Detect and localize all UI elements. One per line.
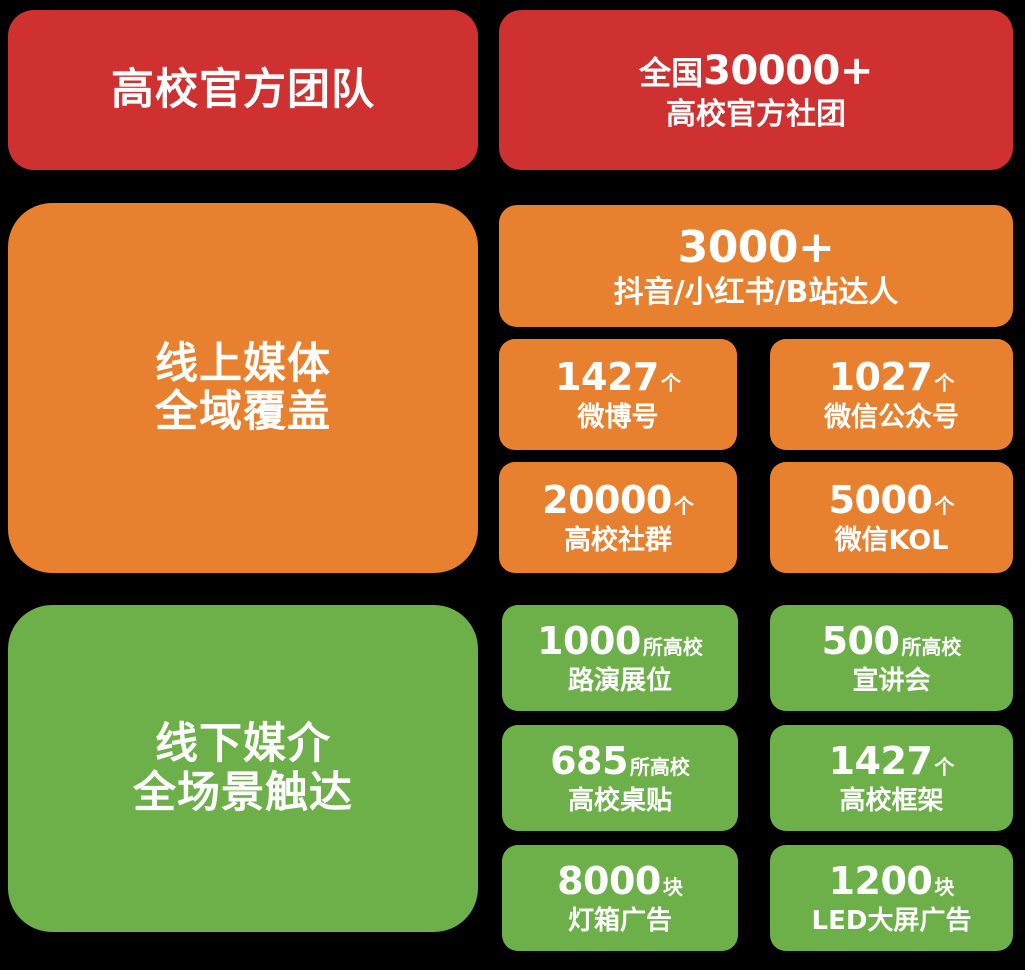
- led-value: 1200: [828, 859, 933, 904]
- card-offline-media-title[interactable]: 线下媒介 全场景触达: [8, 605, 478, 932]
- influencers-label: 抖音/小红书/B站达人: [613, 274, 899, 310]
- national-clubs-label: 高校官方社团: [666, 96, 846, 132]
- national-clubs-stat: 全国 30000+: [639, 47, 873, 94]
- card-roadshow-booths[interactable]: 1000 所高校 路演展位: [502, 605, 738, 711]
- card-national-clubs[interactable]: 全国 30000+ 高校官方社团: [499, 10, 1013, 170]
- card-weibo-accounts[interactable]: 1427 个 微博号: [499, 339, 737, 450]
- lightbox-unit: 块: [662, 875, 683, 900]
- frame-stat: 1427 个: [829, 740, 955, 783]
- frame-label: 高校框架: [839, 785, 944, 816]
- community-value: 20000: [542, 478, 672, 523]
- desk-unit: 所高校: [629, 755, 690, 780]
- card-desk-stickers[interactable]: 685 所高校 高校桌贴: [502, 725, 738, 831]
- card-influencers[interactable]: 3000+ 抖音/小红书/B站达人: [499, 205, 1013, 327]
- card-campus-communities[interactable]: 20000 个 高校社群: [499, 462, 737, 573]
- campus-official-team-title: 高校官方团队: [111, 64, 375, 115]
- card-lightbox-ads[interactable]: 8000 块 灯箱广告: [502, 845, 738, 951]
- lightbox-label: 灯箱广告: [567, 905, 672, 936]
- desk-label: 高校桌贴: [567, 785, 672, 816]
- wechat-kol-label: 微信KOL: [834, 524, 949, 556]
- desk-value: 685: [550, 739, 628, 784]
- online-media-title-line1: 线上媒体: [155, 338, 331, 389]
- wechat-mp-stat: 1027 个: [829, 356, 955, 399]
- lightbox-stat: 8000 块: [557, 860, 683, 903]
- led-unit: 块: [934, 875, 955, 900]
- wechat-mp-value: 1027: [828, 355, 933, 400]
- roadshow-stat: 1000 所高校: [537, 620, 703, 663]
- led-label: LED大屏广告: [811, 905, 972, 936]
- roadshow-unit: 所高校: [642, 635, 703, 660]
- weibo-label: 微博号: [577, 401, 659, 433]
- wechat-mp-unit: 个: [934, 371, 955, 396]
- card-campus-official-team[interactable]: 高校官方团队: [8, 10, 478, 170]
- offline-media-title-line2: 全场景触达: [133, 767, 353, 818]
- weibo-unit: 个: [660, 371, 681, 396]
- influencers-stat: 3000+: [677, 221, 835, 273]
- desk-stat: 685 所高校: [550, 740, 690, 783]
- community-unit: 个: [673, 494, 694, 519]
- card-wechat-official-accounts[interactable]: 1027 个 微信公众号: [770, 339, 1013, 450]
- national-clubs-prefix: 全国: [639, 53, 704, 92]
- roadshow-value: 1000: [537, 619, 641, 664]
- offline-media-title-line1: 线下媒介: [155, 719, 331, 770]
- weibo-value: 1427: [555, 355, 659, 400]
- wechat-kol-unit: 个: [934, 494, 955, 519]
- talk-label: 宣讲会: [852, 665, 931, 696]
- frame-value: 1427: [828, 739, 933, 784]
- led-stat: 1200 块: [829, 860, 955, 903]
- community-label: 高校社群: [564, 524, 672, 556]
- card-wechat-kol[interactable]: 5000 个 微信KOL: [770, 462, 1013, 573]
- talk-stat: 500 所高校: [822, 620, 962, 663]
- card-info-sessions[interactable]: 500 所高校 宣讲会: [770, 605, 1013, 711]
- influencers-value: 3000+: [677, 221, 835, 273]
- card-campus-frames[interactable]: 1427 个 高校框架: [770, 725, 1013, 831]
- talk-value: 500: [821, 619, 900, 664]
- community-stat: 20000 个: [542, 479, 694, 522]
- card-led-screen-ads[interactable]: 1200 块 LED大屏广告: [770, 845, 1013, 951]
- wechat-mp-label: 微信公众号: [824, 401, 959, 433]
- wechat-kol-stat: 5000 个: [829, 479, 955, 522]
- card-online-media-title[interactable]: 线上媒体 全域覆盖: [8, 203, 478, 573]
- talk-unit: 所高校: [901, 635, 962, 660]
- roadshow-label: 路演展位: [567, 665, 672, 696]
- weibo-stat: 1427 个: [555, 356, 681, 399]
- wechat-kol-value: 5000: [828, 478, 933, 523]
- national-clubs-value: 30000+: [703, 47, 873, 94]
- frame-unit: 个: [934, 755, 955, 780]
- online-media-title-line2: 全域覆盖: [155, 387, 331, 437]
- lightbox-value: 8000: [557, 859, 661, 904]
